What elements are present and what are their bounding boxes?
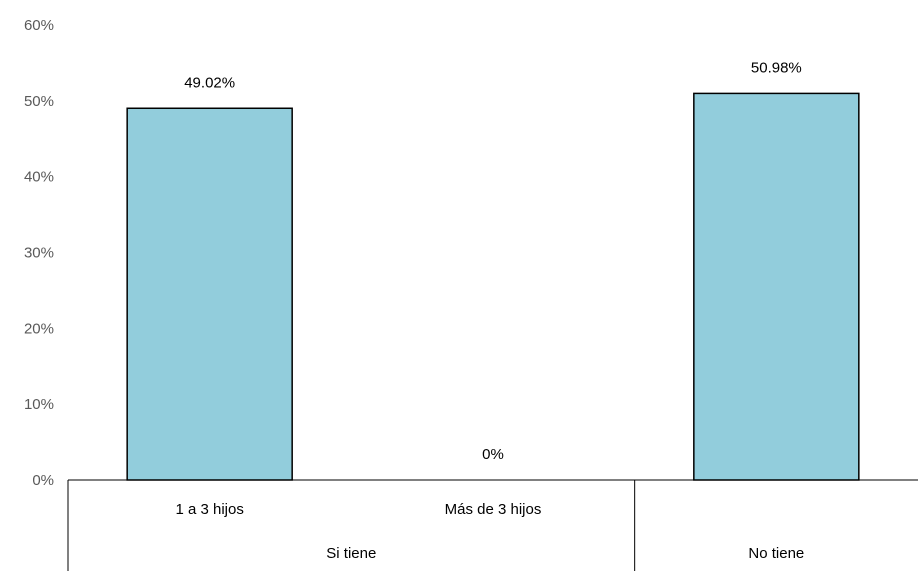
data-labels: 49.02% 0% 50.98%	[184, 59, 802, 463]
y-tick-label: 10%	[24, 396, 54, 413]
x-category-label: 1 a 3 hijos	[175, 501, 243, 518]
x-group-label: Si tiene	[326, 545, 376, 562]
y-tick-label: 0%	[32, 472, 54, 489]
bar	[693, 92, 860, 481]
data-label: 0%	[482, 446, 504, 463]
y-tick-label: 50%	[24, 93, 54, 110]
y-tick-label: 30%	[24, 245, 54, 262]
y-tick-label: 20%	[24, 320, 54, 337]
x-axis	[67, 479, 918, 571]
x-group-label: No tiene	[748, 545, 804, 562]
group-labels: Si tiene No tiene	[326, 545, 804, 562]
data-label: 50.98%	[751, 59, 802, 76]
data-label: 49.02%	[184, 74, 235, 91]
x-category-label: Más de 3 hijos	[445, 501, 542, 518]
y-tick-label: 40%	[24, 169, 54, 186]
y-axis-ticks: 0% 10% 20% 30% 40% 50% 60%	[24, 17, 54, 489]
bar	[126, 107, 293, 481]
bars	[126, 92, 860, 481]
category-labels: 1 a 3 hijos Más de 3 hijos	[175, 501, 541, 518]
y-tick-label: 60%	[24, 17, 54, 34]
